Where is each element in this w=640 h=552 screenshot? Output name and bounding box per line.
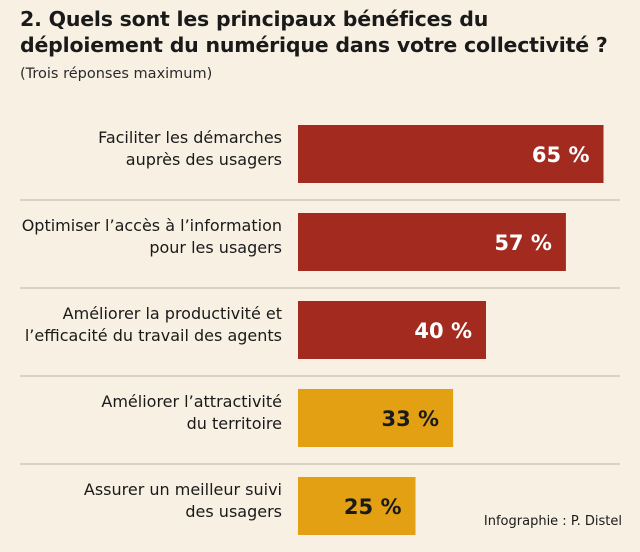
category-label-1: Faciliter les démarches auprès des usager… [98,128,282,169]
category-label-3: Améliorer la productivité et l’efficacité… [25,304,282,345]
chart-title: 2. Quels sont les principaux bénéfices d… [20,7,608,57]
category-label-line: auprès des usagers [126,150,282,169]
bar-5 [298,477,416,535]
category-label-line: Assurer un meilleur suivi [84,480,282,499]
category-label-line: Faciliter les démarches [98,128,282,147]
category-label-line: pour les usagers [149,238,282,257]
value-label-2: 57 % [494,231,552,255]
category-label-line: du territoire [187,414,282,433]
bar-3 [298,301,486,359]
category-label-4: Améliorer l’attractivité du territoire [101,392,282,433]
category-label-line: Optimiser l’accès à l’information [22,216,282,235]
bar-2 [298,213,566,271]
category-label-2: Optimiser l’accès à l’information pour le… [22,216,282,257]
category-label-5: Assurer un meilleur suivi des usagers [84,480,282,521]
category-label-line: l’efficacité du travail des agents [25,326,282,345]
category-label-line: Améliorer la productivité et [63,304,282,323]
bar-1 [298,125,604,183]
chart-subtitle: (Trois réponses maximum) [20,66,213,82]
category-label-line: Améliorer l’attractivité [101,392,282,411]
value-label-1: 65 % [532,143,590,167]
credit: Infographie : P. Distel [483,514,622,529]
value-label-4: 33 % [382,407,440,431]
value-label-3: 40 % [414,319,472,343]
value-label-5: 25 % [344,495,402,519]
bar-4 [298,389,454,447]
category-label-line: des usagers [185,502,282,521]
